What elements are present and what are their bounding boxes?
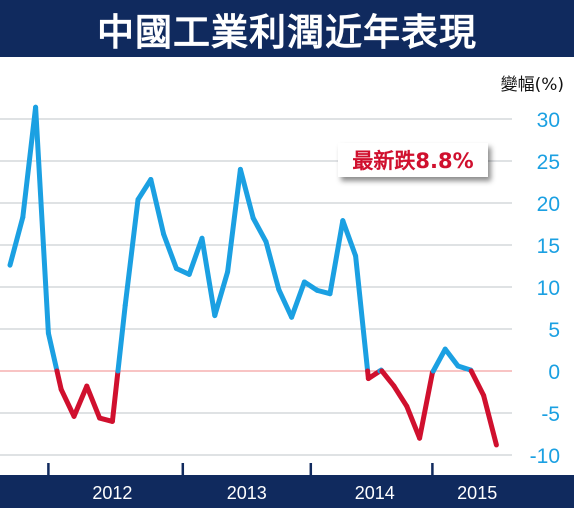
series-line-segment [417,370,435,441]
series-line-segment [45,330,60,374]
y-tick-label: -10 [530,445,560,468]
series-line-segment [7,214,26,268]
series-line-segment [54,368,64,392]
series-line-segment [481,392,499,448]
y-tick-label: -5 [541,403,560,426]
year-axis-bar [0,475,574,508]
latest-value-callout: 最新跌8.8% [338,143,488,177]
series-line-segment [33,104,51,336]
y-tick-label: 30 [537,109,560,132]
series-line-segment [212,269,231,319]
series-line-segment [263,239,282,293]
y-tick-label: 15 [537,235,560,258]
series-line-segment [468,368,487,398]
series-line-segment [353,253,371,374]
series-line-segment [327,218,346,297]
series-line-segment [115,302,128,374]
series-line-segment [391,383,410,409]
series-line-segment [20,104,39,220]
series-line-segment [135,176,154,203]
year-label: 2015 [457,483,497,503]
series-line-segment [442,346,461,369]
series-line-segment [161,231,179,272]
y-unit-label: 變幅(%) [500,75,564,95]
year-label: 2013 [227,483,267,503]
series-line-segment [289,279,307,320]
callout-text: 最新跌8.8% [352,149,474,173]
title-bar: 中國工業利潤近年表現 [0,0,574,57]
series-line-segment [148,176,167,237]
series-line-segment [199,235,218,319]
series-line-segment [404,403,423,441]
series-line-segment [430,346,448,374]
year-label: 2012 [92,483,132,503]
series-line-segment [379,368,397,389]
year-label: 2014 [355,483,395,503]
series-line-segment [122,197,141,308]
series-line-segment [237,166,256,221]
chart-title: 中國工業利潤近年表現 [97,10,477,54]
y-tick-label: 20 [537,193,560,216]
y-tick-label: 5 [548,319,560,342]
y-tick-label: 25 [537,151,560,174]
series-line-segment [276,287,295,320]
series-line-segment [84,383,103,421]
series-line-segment [109,368,121,424]
series-line-segment [225,166,243,275]
series-line-segment [250,215,269,245]
series-line-segment [340,218,359,259]
y-tick-label: 10 [537,277,560,300]
series-line-segment [71,383,90,419]
y-tick-label: 0 [548,361,560,384]
series-line-segment [301,279,320,293]
series-line-segment [58,386,77,419]
series-line-segment [186,235,205,277]
